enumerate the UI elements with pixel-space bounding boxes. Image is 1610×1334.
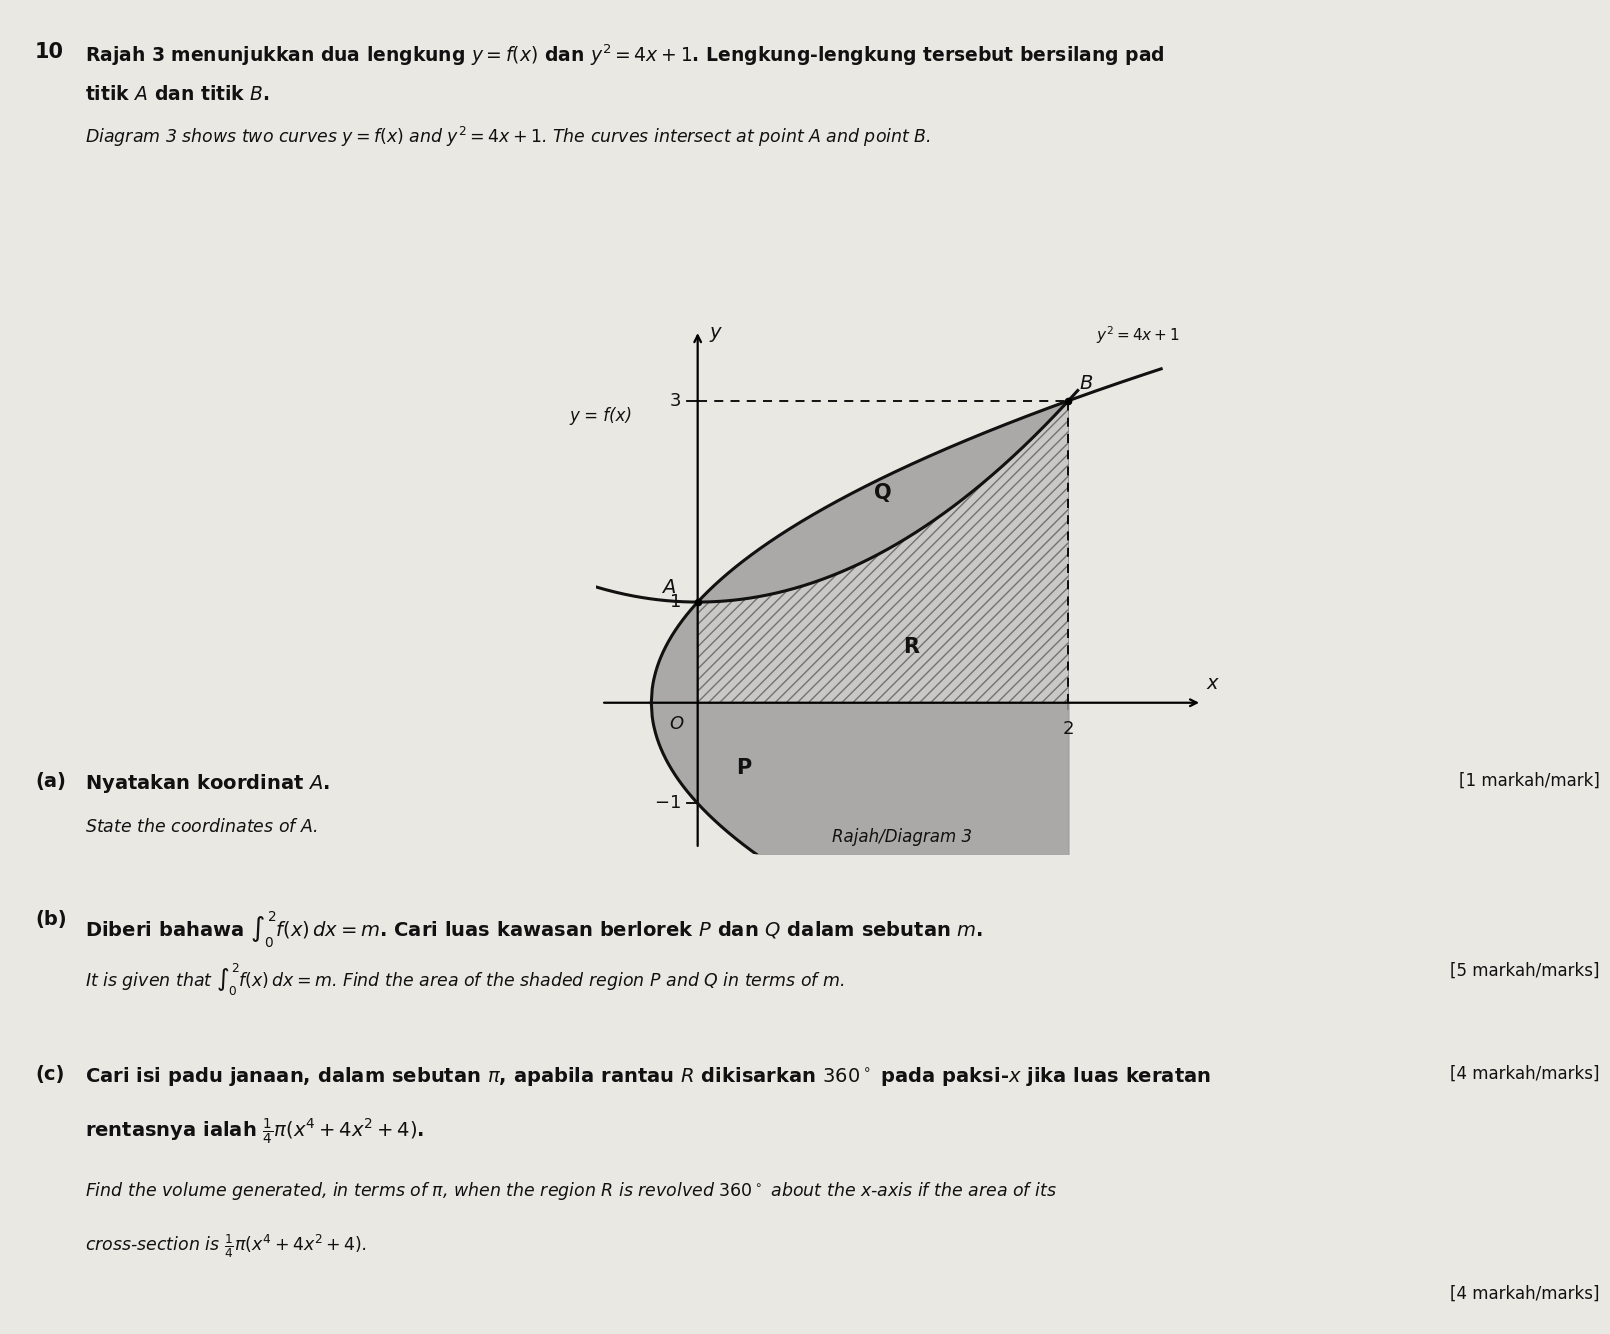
- Text: (a): (a): [35, 772, 66, 791]
- Text: It is given that $\int_0^2 f(x)\,dx = m$. Find the area of the shaded region $P$: It is given that $\int_0^2 f(x)\,dx = m$…: [85, 962, 845, 998]
- Text: Diberi bahawa $\int_0^2 f(x)\,dx = m$. Cari luas kawasan berlorek $P$ dan $Q$ da: Diberi bahawa $\int_0^2 f(x)\,dx = m$. C…: [85, 910, 984, 950]
- Text: Rajah/Diagram 3: Rajah/Diagram 3: [831, 827, 972, 846]
- Text: Diagram 3 shows two curves $y = f(x)$ and $y^2 = 4x + 1$. The curves intersect a: Diagram 3 shows two curves $y = f(x)$ an…: [85, 125, 931, 149]
- Text: R: R: [903, 638, 919, 658]
- Text: $-1$: $-1$: [654, 795, 681, 812]
- Text: P: P: [736, 758, 752, 778]
- Text: [1 markah/mark]: [1 markah/mark]: [1459, 772, 1600, 790]
- Text: 10: 10: [35, 41, 64, 61]
- Text: [4 markah/marks]: [4 markah/marks]: [1451, 1285, 1600, 1303]
- Text: B: B: [1080, 374, 1093, 392]
- Text: y = f(x): y = f(x): [570, 407, 633, 424]
- Text: Q: Q: [874, 483, 892, 503]
- Text: $O$: $O$: [670, 715, 684, 732]
- Text: $x$: $x$: [1206, 674, 1220, 692]
- Text: Rajah 3 menunjukkan dua lengkung $y = f(x)$ dan $y^2 = 4x + 1$. Lengkung-lengkun: Rajah 3 menunjukkan dua lengkung $y = f(…: [85, 41, 1164, 68]
- Text: Nyatakan koordinat $A$.: Nyatakan koordinat $A$.: [85, 772, 330, 795]
- Text: Find the volume generated, in terms of $\pi$, when the region $R$ is revolved $3: Find the volume generated, in terms of $…: [85, 1181, 1056, 1202]
- Text: $y$: $y$: [708, 325, 723, 344]
- Text: State the coordinates of $A$.: State the coordinates of $A$.: [85, 818, 317, 836]
- Text: Cari isi padu janaan, dalam sebutan $\pi$, apabila rantau $R$ dikisarkan $360^\c: Cari isi padu janaan, dalam sebutan $\pi…: [85, 1065, 1211, 1089]
- Text: (c): (c): [35, 1065, 64, 1085]
- Text: 2: 2: [1063, 720, 1074, 738]
- Text: titik $A$ dan titik $B$.: titik $A$ dan titik $B$.: [85, 85, 270, 104]
- Text: A: A: [662, 578, 676, 598]
- Text: [5 markah/marks]: [5 markah/marks]: [1451, 962, 1600, 980]
- Text: [4 markah/marks]: [4 markah/marks]: [1451, 1065, 1600, 1083]
- Text: $y^2 = 4x + 1$: $y^2 = 4x + 1$: [1096, 324, 1180, 346]
- Text: (b): (b): [35, 910, 66, 928]
- Text: rentasnya ialah $\frac{1}{4}\pi(x^4 + 4x^2 + 4)$.: rentasnya ialah $\frac{1}{4}\pi(x^4 + 4x…: [85, 1117, 423, 1147]
- Text: cross-section is $\frac{1}{4}\pi(x^4 + 4x^2 + 4)$.: cross-section is $\frac{1}{4}\pi(x^4 + 4…: [85, 1233, 367, 1259]
- Text: 1: 1: [670, 594, 681, 611]
- Text: 3: 3: [670, 392, 681, 410]
